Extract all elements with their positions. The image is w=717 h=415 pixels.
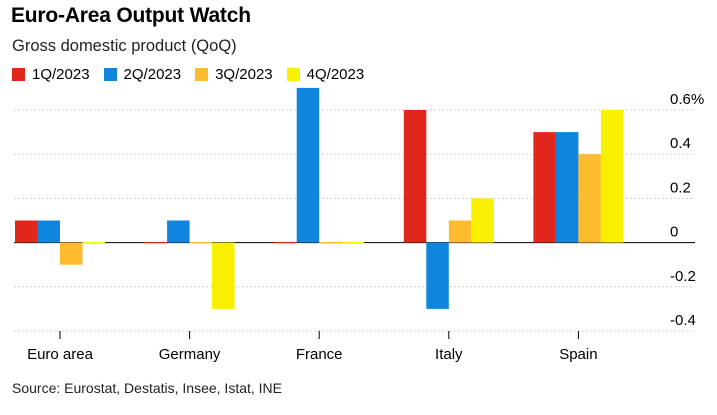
chart-title: Euro-Area Output Watch bbox=[11, 4, 251, 27]
legend-swatch-1q bbox=[12, 68, 25, 81]
y-tick-label: 0.4 bbox=[670, 135, 691, 152]
legend-item-4q: 4Q/2023 bbox=[286, 66, 365, 83]
source-note: Source: Eurostat, Destatis, Insee, Istat… bbox=[12, 380, 283, 396]
legend-swatch-3q bbox=[195, 68, 209, 81]
legend-label-2q: 2Q/2023 bbox=[123, 66, 182, 83]
legend-item-2q: 2Q/2023 bbox=[103, 66, 182, 83]
bar-euro-area-4q bbox=[82, 242, 105, 244]
legend: 1Q/2023 2Q/2023 3Q/2023 4Q/2023 bbox=[12, 66, 364, 83]
bar-france-4q bbox=[341, 242, 365, 244]
y-tick-label: 0 bbox=[670, 224, 678, 241]
legend-item-3q: 3Q/2023 bbox=[195, 66, 273, 83]
legend-swatch-2q bbox=[103, 68, 117, 81]
x-category-label: Italy bbox=[435, 346, 463, 363]
x-category-label: Spain bbox=[559, 346, 597, 363]
bar-germany-1q bbox=[144, 242, 168, 244]
legend-label-3q: 3Q/2023 bbox=[215, 66, 273, 83]
bar-euro-area-1q bbox=[15, 220, 38, 243]
bar-spain-1q bbox=[533, 132, 556, 243]
bar-spain-3q bbox=[578, 154, 601, 243]
x-category-label: France bbox=[296, 346, 343, 363]
x-category-label: Germany bbox=[159, 346, 221, 363]
bar-italy-1q bbox=[403, 110, 427, 243]
bar-germany-4q bbox=[212, 242, 235, 309]
y-tick-label: 0.2 bbox=[670, 179, 691, 196]
y-tick-label: 0.6% bbox=[670, 91, 704, 108]
bar-germany-3q bbox=[189, 242, 213, 244]
y-tick-label: -0.2 bbox=[670, 268, 696, 285]
legend-swatch-4q bbox=[286, 68, 300, 81]
legend-label-4q: 4Q/2023 bbox=[306, 66, 365, 83]
bar-france-3q bbox=[319, 242, 342, 244]
bar-germany-2q bbox=[167, 220, 190, 243]
bar-italy-4q bbox=[471, 198, 494, 243]
bar-euro-area-2q bbox=[37, 220, 60, 243]
bar-france-1q bbox=[274, 242, 297, 244]
bar-france-2q bbox=[296, 87, 320, 243]
y-tick-label: -0.4 bbox=[670, 312, 696, 329]
legend-item-1q: 1Q/2023 bbox=[12, 66, 90, 83]
chart-subtitle: Gross domestic product (QoQ) bbox=[12, 37, 237, 55]
bar-italy-2q bbox=[426, 242, 449, 309]
bar-italy-3q bbox=[448, 220, 472, 243]
legend-label-1q: 1Q/2023 bbox=[32, 66, 90, 83]
bar-spain-2q bbox=[555, 132, 579, 243]
x-category-label: Euro area bbox=[27, 346, 94, 363]
bar-spain-4q bbox=[600, 110, 624, 243]
bar-euro-area-3q bbox=[60, 242, 83, 265]
